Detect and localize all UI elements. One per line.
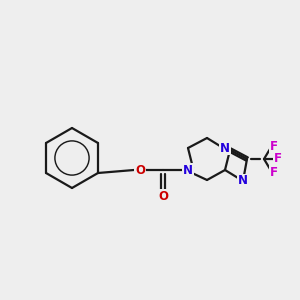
Text: N: N (183, 164, 193, 176)
Text: N: N (220, 142, 230, 154)
Text: N: N (238, 175, 248, 188)
Text: O: O (135, 164, 145, 176)
Text: O: O (158, 190, 168, 202)
Text: F: F (270, 140, 278, 152)
Text: F: F (274, 152, 282, 166)
Text: F: F (270, 166, 278, 178)
